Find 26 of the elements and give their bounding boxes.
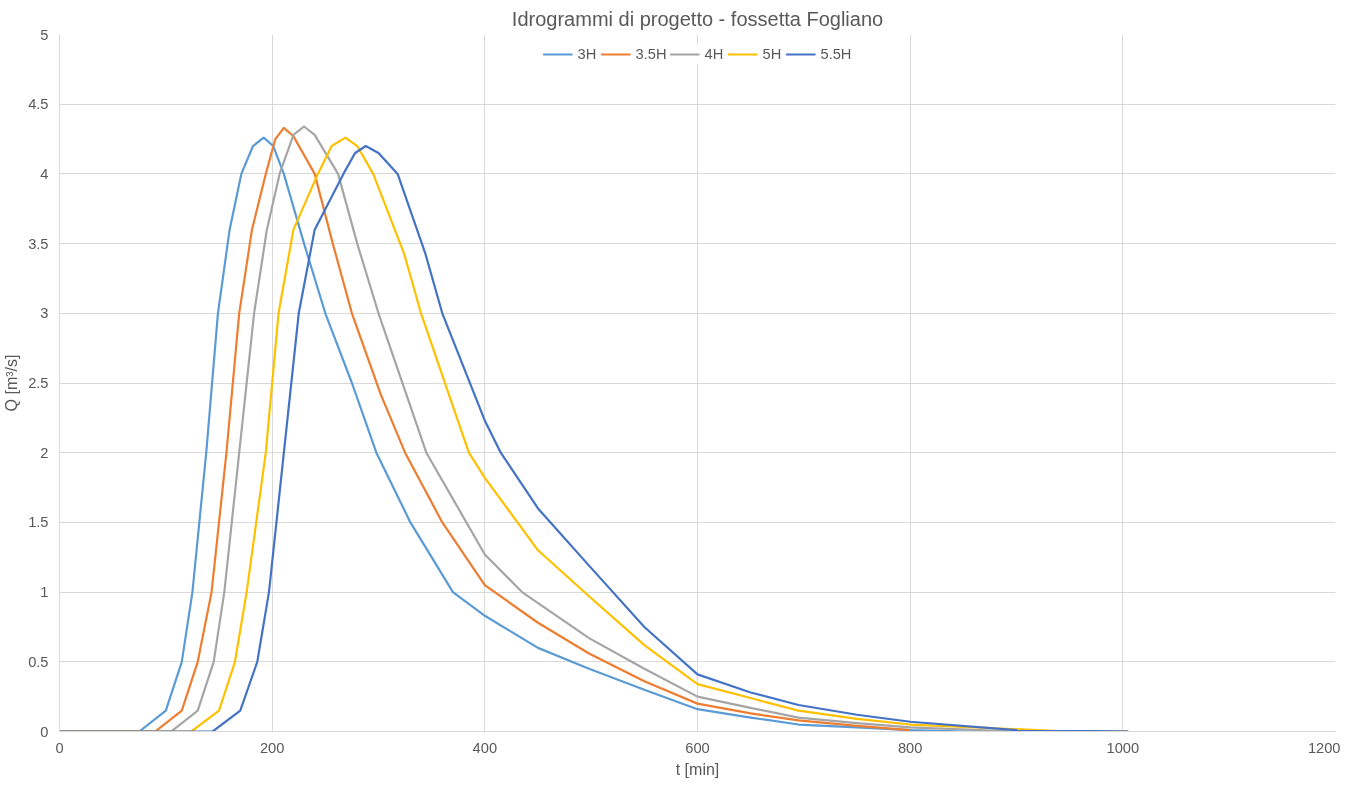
y-tick-label: 0	[40, 723, 49, 740]
y-tick-label: 1	[40, 584, 49, 601]
y-tick-label: 2.5	[28, 375, 49, 391]
x-tick-label: 1200	[1307, 739, 1341, 756]
y-tick-label: 3	[40, 305, 49, 322]
y-axis-title: Q [m³/s]	[3, 354, 21, 412]
legend-label: 3H	[577, 46, 598, 62]
x-tick-label: 200	[259, 739, 285, 756]
legend-label: 5.5H	[820, 46, 852, 62]
y-tick-label: 5	[40, 26, 49, 43]
y-tick-label: 2	[40, 444, 49, 461]
x-tick-label: 400	[472, 739, 498, 756]
y-tick-label: 4.5	[28, 96, 49, 113]
x-tick-label: 1000	[1106, 739, 1140, 756]
y-tick-label: 3.5	[28, 235, 49, 252]
y-tick-label: 0.5	[28, 653, 49, 670]
chart-title: Idrogrammi di progetto - fossetta Fogliano	[511, 7, 884, 30]
x-axis-title: t [min]	[675, 760, 720, 778]
x-tick-label: 0	[55, 739, 64, 756]
legend-label: 4H	[704, 46, 725, 62]
x-tick-label: 800	[897, 739, 923, 756]
y-tick-label: 1.5	[28, 514, 49, 531]
x-tick-label: 600	[685, 739, 710, 756]
legend-label: 5H	[762, 46, 783, 62]
legend-label: 3.5H	[635, 46, 667, 62]
y-tick-label: 4	[40, 165, 49, 182]
